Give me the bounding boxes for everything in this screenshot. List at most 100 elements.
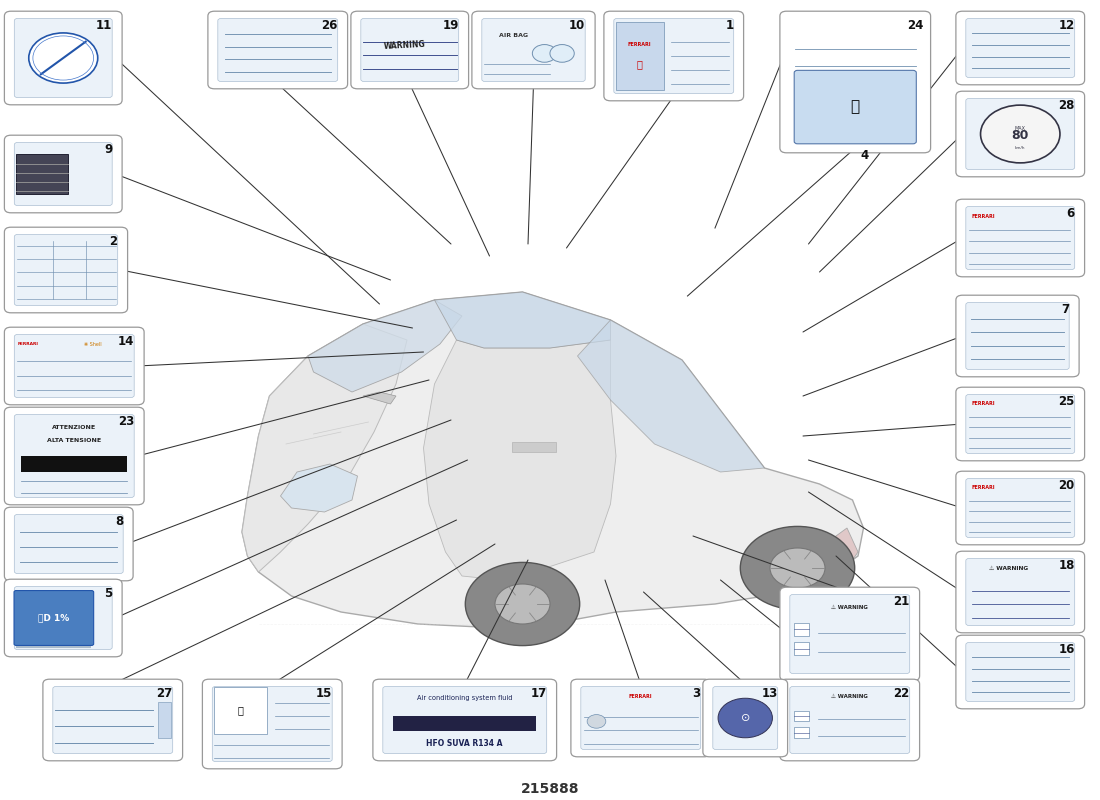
FancyBboxPatch shape: [202, 679, 342, 769]
Text: 27: 27: [156, 687, 173, 700]
Text: 9: 9: [103, 143, 112, 156]
Text: 4: 4: [860, 150, 869, 162]
Bar: [393, 717, 537, 731]
Bar: [16, 644, 91, 648]
Text: 12: 12: [1058, 19, 1075, 32]
FancyBboxPatch shape: [208, 11, 348, 89]
Text: 🔵D 1%: 🔵D 1%: [39, 614, 69, 622]
Text: 11: 11: [96, 19, 112, 32]
FancyBboxPatch shape: [43, 679, 183, 761]
FancyBboxPatch shape: [966, 206, 1075, 270]
Circle shape: [550, 45, 574, 62]
Text: 22: 22: [893, 687, 910, 700]
FancyBboxPatch shape: [966, 558, 1075, 626]
Text: 23: 23: [118, 415, 134, 428]
Text: ATTENZIONE: ATTENZIONE: [52, 426, 97, 430]
Circle shape: [733, 709, 758, 727]
FancyBboxPatch shape: [4, 227, 128, 313]
Polygon shape: [280, 464, 358, 512]
FancyBboxPatch shape: [383, 686, 547, 754]
Text: 14: 14: [118, 335, 134, 348]
Circle shape: [725, 703, 766, 733]
Text: 1: 1: [726, 19, 734, 32]
Text: ⚠ WARNING: ⚠ WARNING: [989, 566, 1028, 571]
Text: ⚠ WARNING: ⚠ WARNING: [832, 694, 868, 699]
Text: HFO SUVA R134 A: HFO SUVA R134 A: [427, 739, 503, 748]
FancyBboxPatch shape: [604, 11, 744, 101]
FancyBboxPatch shape: [472, 11, 595, 89]
Text: 18: 18: [1058, 559, 1075, 572]
Bar: [794, 642, 810, 655]
FancyBboxPatch shape: [4, 407, 144, 505]
FancyBboxPatch shape: [482, 18, 585, 82]
Bar: [794, 710, 810, 722]
FancyBboxPatch shape: [14, 234, 118, 306]
Polygon shape: [363, 392, 396, 404]
Text: 15: 15: [316, 687, 332, 700]
Text: 17: 17: [530, 687, 547, 700]
Text: FERRARI: FERRARI: [971, 485, 996, 490]
FancyBboxPatch shape: [966, 98, 1075, 170]
Circle shape: [980, 105, 1060, 163]
FancyBboxPatch shape: [14, 414, 134, 498]
FancyBboxPatch shape: [966, 478, 1075, 538]
FancyBboxPatch shape: [351, 11, 469, 89]
Text: 20: 20: [1058, 479, 1075, 492]
FancyBboxPatch shape: [780, 587, 920, 681]
FancyBboxPatch shape: [956, 11, 1085, 85]
FancyBboxPatch shape: [956, 295, 1079, 377]
FancyBboxPatch shape: [956, 199, 1085, 277]
Text: 5: 5: [103, 587, 112, 600]
Text: 21: 21: [893, 595, 910, 608]
Text: FERRARI: FERRARI: [18, 342, 38, 346]
Text: 16: 16: [1058, 643, 1075, 656]
Polygon shape: [814, 528, 858, 576]
FancyBboxPatch shape: [966, 18, 1075, 78]
Polygon shape: [434, 292, 610, 348]
Text: 215888: 215888: [520, 782, 580, 796]
FancyBboxPatch shape: [790, 594, 910, 674]
Text: 80: 80: [1012, 129, 1028, 142]
Text: 8: 8: [114, 515, 123, 528]
FancyBboxPatch shape: [614, 18, 734, 94]
FancyBboxPatch shape: [794, 70, 916, 144]
Text: 28: 28: [1058, 99, 1075, 112]
Text: WARNING: WARNING: [384, 40, 426, 51]
Text: 6: 6: [1067, 207, 1075, 220]
FancyBboxPatch shape: [212, 686, 332, 762]
Text: 26: 26: [321, 19, 338, 32]
Bar: [794, 727, 810, 738]
Circle shape: [770, 548, 825, 588]
Text: 24: 24: [908, 19, 924, 32]
Text: FERRARI: FERRARI: [628, 42, 651, 46]
Text: passion
online
1095: passion online 1095: [505, 406, 639, 522]
Bar: [512, 442, 556, 452]
Bar: [616, 22, 663, 90]
FancyBboxPatch shape: [571, 679, 711, 757]
FancyBboxPatch shape: [53, 686, 173, 754]
Text: 19: 19: [442, 19, 459, 32]
Text: ⏶: ⏶: [637, 59, 642, 69]
Text: 10: 10: [569, 19, 585, 32]
Text: 🔧: 🔧: [238, 706, 243, 715]
FancyBboxPatch shape: [4, 11, 122, 105]
FancyBboxPatch shape: [14, 334, 134, 398]
Bar: [214, 687, 267, 734]
FancyBboxPatch shape: [14, 142, 112, 206]
FancyBboxPatch shape: [780, 679, 920, 761]
FancyBboxPatch shape: [14, 586, 112, 650]
FancyBboxPatch shape: [373, 679, 557, 761]
Circle shape: [29, 33, 98, 83]
Text: ⛽: ⛽: [850, 99, 860, 114]
Text: km/h: km/h: [1015, 146, 1025, 150]
FancyBboxPatch shape: [4, 507, 133, 581]
Polygon shape: [424, 340, 616, 580]
Polygon shape: [308, 300, 462, 392]
FancyBboxPatch shape: [14, 18, 112, 98]
Text: 2: 2: [110, 235, 118, 248]
FancyBboxPatch shape: [780, 11, 931, 153]
Text: ALTA TENSIONE: ALTA TENSIONE: [47, 438, 101, 442]
Bar: [794, 623, 810, 636]
Text: FERRARI: FERRARI: [629, 694, 652, 698]
FancyBboxPatch shape: [4, 327, 144, 405]
